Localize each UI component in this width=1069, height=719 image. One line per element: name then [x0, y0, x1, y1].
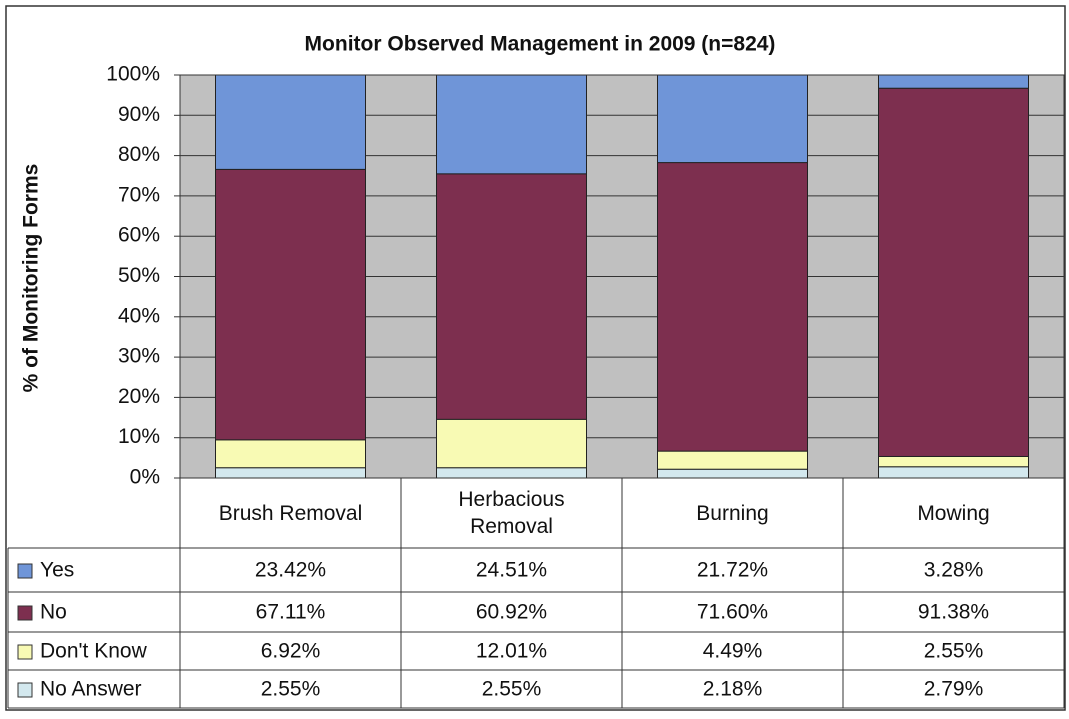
- legend-label: Yes: [40, 559, 74, 582]
- bar-segment: [436, 74, 587, 175]
- bar-segment: [215, 439, 366, 469]
- table-value: 60.92%: [476, 601, 547, 624]
- table-value: 21.72%: [697, 559, 768, 582]
- x-tick-label: Herbacious Removal: [401, 478, 622, 548]
- table-value: 4.49%: [703, 640, 763, 663]
- bar-segment: [436, 418, 587, 469]
- y-tick-label: 0%: [130, 466, 160, 489]
- bar-segment: [215, 467, 366, 479]
- legend-swatch: [17, 682, 33, 698]
- y-tick-label: 10%: [118, 425, 160, 448]
- legend-label: No: [40, 601, 67, 624]
- legend-label: No Answer: [40, 678, 142, 701]
- x-tick-label: Burning: [622, 478, 843, 548]
- y-tick-label: 60%: [118, 224, 160, 247]
- bar-segment: [878, 455, 1029, 468]
- x-tick-label: Mowing: [843, 478, 1064, 548]
- bar-segment: [878, 87, 1029, 457]
- y-tick-label: 20%: [118, 385, 160, 408]
- x-tick-label: Brush Removal: [180, 478, 401, 548]
- bar-segment: [657, 162, 808, 452]
- bar-segment: [436, 467, 587, 479]
- table-value: 23.42%: [255, 559, 326, 582]
- category-label-box: Burning: [622, 478, 843, 548]
- table-value: 24.51%: [476, 559, 547, 582]
- legend-swatch: [17, 644, 33, 660]
- bar-segment: [657, 450, 808, 470]
- table-value: 91.38%: [918, 601, 989, 624]
- legend-swatch: [17, 563, 33, 579]
- bar-segment: [436, 173, 587, 420]
- bar-segment: [878, 466, 1029, 479]
- y-tick-label: 80%: [118, 143, 160, 166]
- category-label-box: Mowing: [843, 478, 1064, 548]
- x-tick-label-text: Mowing: [917, 501, 990, 525]
- table-value: 3.28%: [924, 559, 984, 582]
- table-value: 12.01%: [476, 640, 547, 663]
- table-value: 2.55%: [482, 678, 542, 701]
- y-tick-label: 90%: [118, 103, 160, 126]
- legend-label: Don't Know: [40, 640, 148, 663]
- chart-title: Monitor Observed Management in 2009 (n=8…: [305, 33, 776, 56]
- table-value: 6.92%: [261, 640, 321, 663]
- y-tick-label: 50%: [118, 264, 160, 287]
- y-tick-label: 70%: [118, 183, 160, 206]
- category-label-box: Herbacious Removal: [401, 478, 622, 548]
- y-tick-label: 40%: [118, 304, 160, 327]
- bar-segment: [657, 74, 808, 164]
- bar-segment: [215, 74, 366, 170]
- x-tick-label-text: Brush Removal: [218, 501, 363, 525]
- bar-segment: [657, 468, 808, 479]
- bar-segment: [878, 74, 1029, 89]
- table-value: 2.55%: [924, 640, 984, 663]
- table-value: 67.11%: [256, 601, 326, 624]
- y-tick-label: 100%: [106, 63, 160, 86]
- table-value: 71.60%: [697, 601, 768, 624]
- x-tick-label-text: Herbacious Removal: [458, 488, 565, 538]
- y-tick-label: 30%: [118, 345, 160, 368]
- legend-swatch: [17, 605, 33, 621]
- table-value: 2.79%: [924, 678, 984, 701]
- table-value: 2.18%: [703, 678, 763, 701]
- table-value: 2.55%: [261, 678, 321, 701]
- bar-segment: [215, 168, 366, 441]
- y-axis-label: % of Monitoring Forms: [20, 164, 43, 393]
- category-label-box: Brush Removal: [180, 478, 401, 548]
- x-tick-label-text: Burning: [696, 501, 769, 525]
